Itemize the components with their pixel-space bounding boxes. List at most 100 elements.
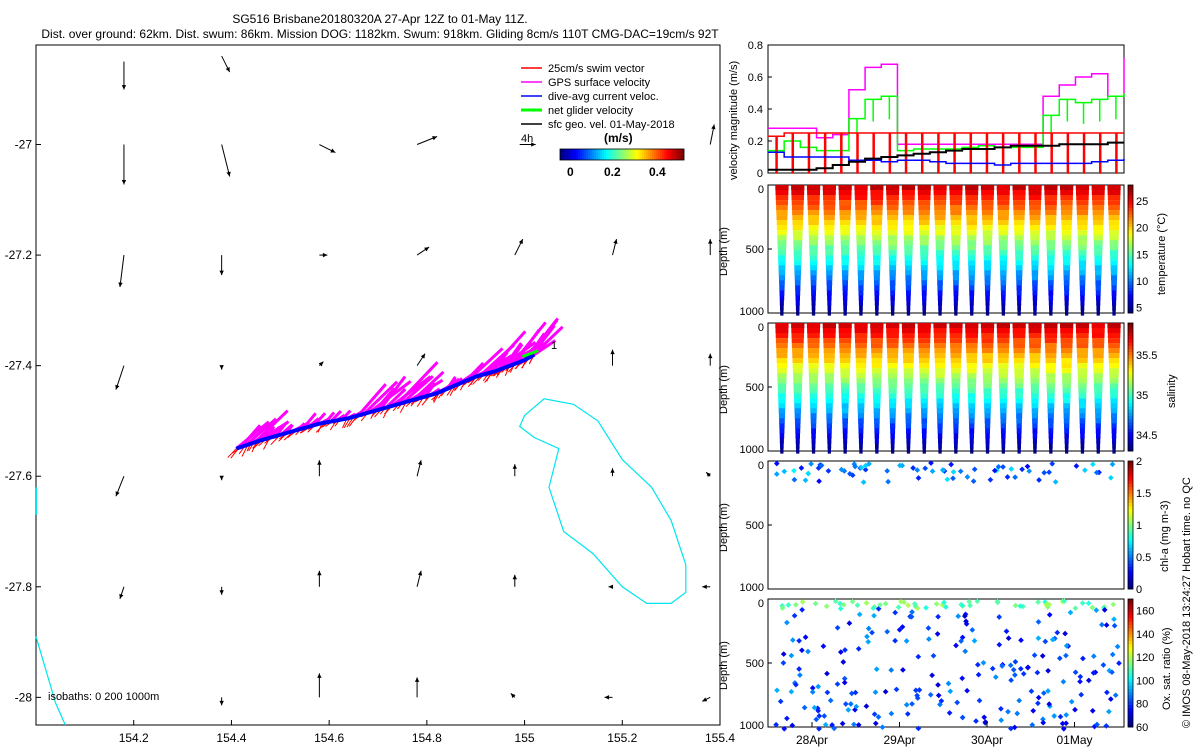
section-cell bbox=[827, 295, 832, 301]
oxygen-sample bbox=[1056, 655, 1063, 662]
section-cell bbox=[870, 338, 883, 344]
section-cell bbox=[890, 300, 895, 306]
section-cell bbox=[1063, 403, 1071, 409]
colorbar-cell bbox=[648, 149, 651, 160]
section-cell bbox=[839, 210, 851, 216]
section-colorbar-cell bbox=[1128, 213, 1133, 218]
colorbar-cell bbox=[652, 149, 655, 160]
section-colorbar-tick: 34.5 bbox=[1136, 430, 1157, 442]
section-cell bbox=[858, 433, 864, 439]
section-cell bbox=[1030, 235, 1040, 241]
oxygen-sample bbox=[777, 698, 784, 705]
sfc-velocity-arrow bbox=[612, 238, 618, 256]
colorbar-cell bbox=[658, 149, 661, 160]
oxygen-sample bbox=[1042, 638, 1049, 645]
section-colorbar-cell bbox=[1128, 470, 1133, 475]
section-cell bbox=[997, 348, 1009, 354]
section-cell bbox=[1046, 245, 1056, 251]
section-cell bbox=[1093, 363, 1104, 369]
section-cell bbox=[794, 413, 801, 419]
section-colorbar-cell bbox=[1128, 396, 1133, 401]
section-cell bbox=[810, 265, 817, 271]
section-cell bbox=[1046, 235, 1056, 241]
oxygen-sample bbox=[822, 721, 829, 728]
section-cell bbox=[1000, 418, 1007, 424]
section-cell bbox=[1064, 290, 1070, 296]
section-cell bbox=[950, 363, 961, 369]
annotation-1: 1 bbox=[551, 340, 557, 352]
section-cell bbox=[905, 408, 912, 414]
section-cell bbox=[965, 323, 979, 329]
section-cell bbox=[824, 230, 835, 236]
section-cell bbox=[858, 285, 864, 291]
section-cell bbox=[823, 205, 836, 211]
section-cell bbox=[1078, 255, 1087, 261]
section-cell bbox=[792, 210, 804, 216]
section-cell bbox=[778, 398, 786, 404]
section-cell bbox=[824, 358, 835, 364]
oxygen-sample bbox=[992, 674, 999, 680]
oxygen-sample bbox=[1005, 708, 1011, 715]
chla-sample bbox=[884, 468, 891, 474]
section-cell bbox=[890, 423, 896, 429]
chla-sample bbox=[1109, 461, 1116, 468]
section-cell bbox=[1045, 225, 1056, 231]
section-cell bbox=[825, 255, 834, 261]
section-cell bbox=[951, 230, 961, 236]
section-cell bbox=[872, 378, 882, 384]
sfc-velocity-arrow bbox=[221, 55, 231, 73]
section-cell bbox=[903, 358, 914, 364]
oxygen-sample bbox=[1110, 601, 1117, 608]
section-cell bbox=[1077, 368, 1088, 374]
section-cell bbox=[906, 310, 911, 316]
section-cell bbox=[937, 433, 943, 439]
oxygen-sample bbox=[869, 629, 875, 636]
oxygen-sample bbox=[815, 683, 822, 690]
oxygen-sample bbox=[1085, 677, 1092, 684]
section-cell bbox=[1078, 245, 1087, 251]
sfc-velocity-arrow bbox=[121, 61, 127, 90]
section-cell bbox=[871, 358, 883, 364]
chla-sample bbox=[991, 467, 998, 474]
oxygen-sample bbox=[1060, 678, 1067, 685]
section-cell bbox=[952, 255, 960, 261]
section-cell bbox=[857, 413, 864, 419]
section-cell bbox=[807, 205, 820, 211]
section-cell bbox=[778, 408, 786, 414]
section-colorbar-cell bbox=[1128, 335, 1133, 340]
oxygen-sample bbox=[816, 713, 823, 719]
oxygen-sample bbox=[1008, 677, 1014, 684]
section-cell bbox=[1091, 323, 1105, 329]
section-cell bbox=[1031, 403, 1039, 409]
section-cell bbox=[859, 305, 863, 311]
sfc-velocity-arrow bbox=[709, 124, 716, 145]
section-cell bbox=[1016, 280, 1022, 286]
section-cell bbox=[903, 363, 914, 369]
section-colorbar-cell bbox=[1128, 615, 1133, 619]
oxygen-sample bbox=[1063, 652, 1069, 659]
section-cell bbox=[888, 250, 897, 256]
section-cell bbox=[838, 328, 852, 334]
section-cell bbox=[998, 230, 1009, 236]
sfc-velocity-arrow bbox=[319, 144, 336, 153]
section-cell bbox=[795, 290, 801, 296]
section-cell bbox=[807, 210, 820, 216]
colorbar-cell bbox=[604, 149, 607, 160]
section-colorbar-cell bbox=[1128, 544, 1133, 548]
colorbar-cell bbox=[564, 149, 567, 160]
colorbar-cell bbox=[676, 149, 679, 160]
section-colorbar-cell bbox=[1128, 403, 1133, 407]
section-cell bbox=[857, 260, 865, 266]
section-cell bbox=[1094, 398, 1102, 404]
section-cell bbox=[999, 383, 1008, 389]
oxygen-sample bbox=[799, 647, 805, 654]
sfc-velocity-arrow bbox=[610, 468, 615, 477]
oxygen-sample bbox=[996, 641, 1003, 648]
section-cell bbox=[902, 210, 915, 216]
section-cell bbox=[1094, 403, 1102, 409]
section-cell bbox=[1028, 323, 1042, 329]
section-cell bbox=[984, 423, 991, 429]
oxygen-sample bbox=[788, 688, 795, 695]
section-cell bbox=[1095, 413, 1102, 419]
section-colorbar-cell bbox=[1128, 663, 1133, 667]
